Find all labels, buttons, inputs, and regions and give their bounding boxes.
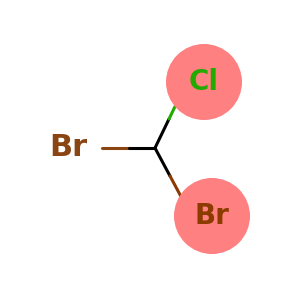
Text: Cl: Cl [189,68,219,96]
Circle shape [166,44,242,120]
Text: Br: Br [49,134,87,163]
Text: Br: Br [195,202,230,230]
Circle shape [174,178,250,254]
